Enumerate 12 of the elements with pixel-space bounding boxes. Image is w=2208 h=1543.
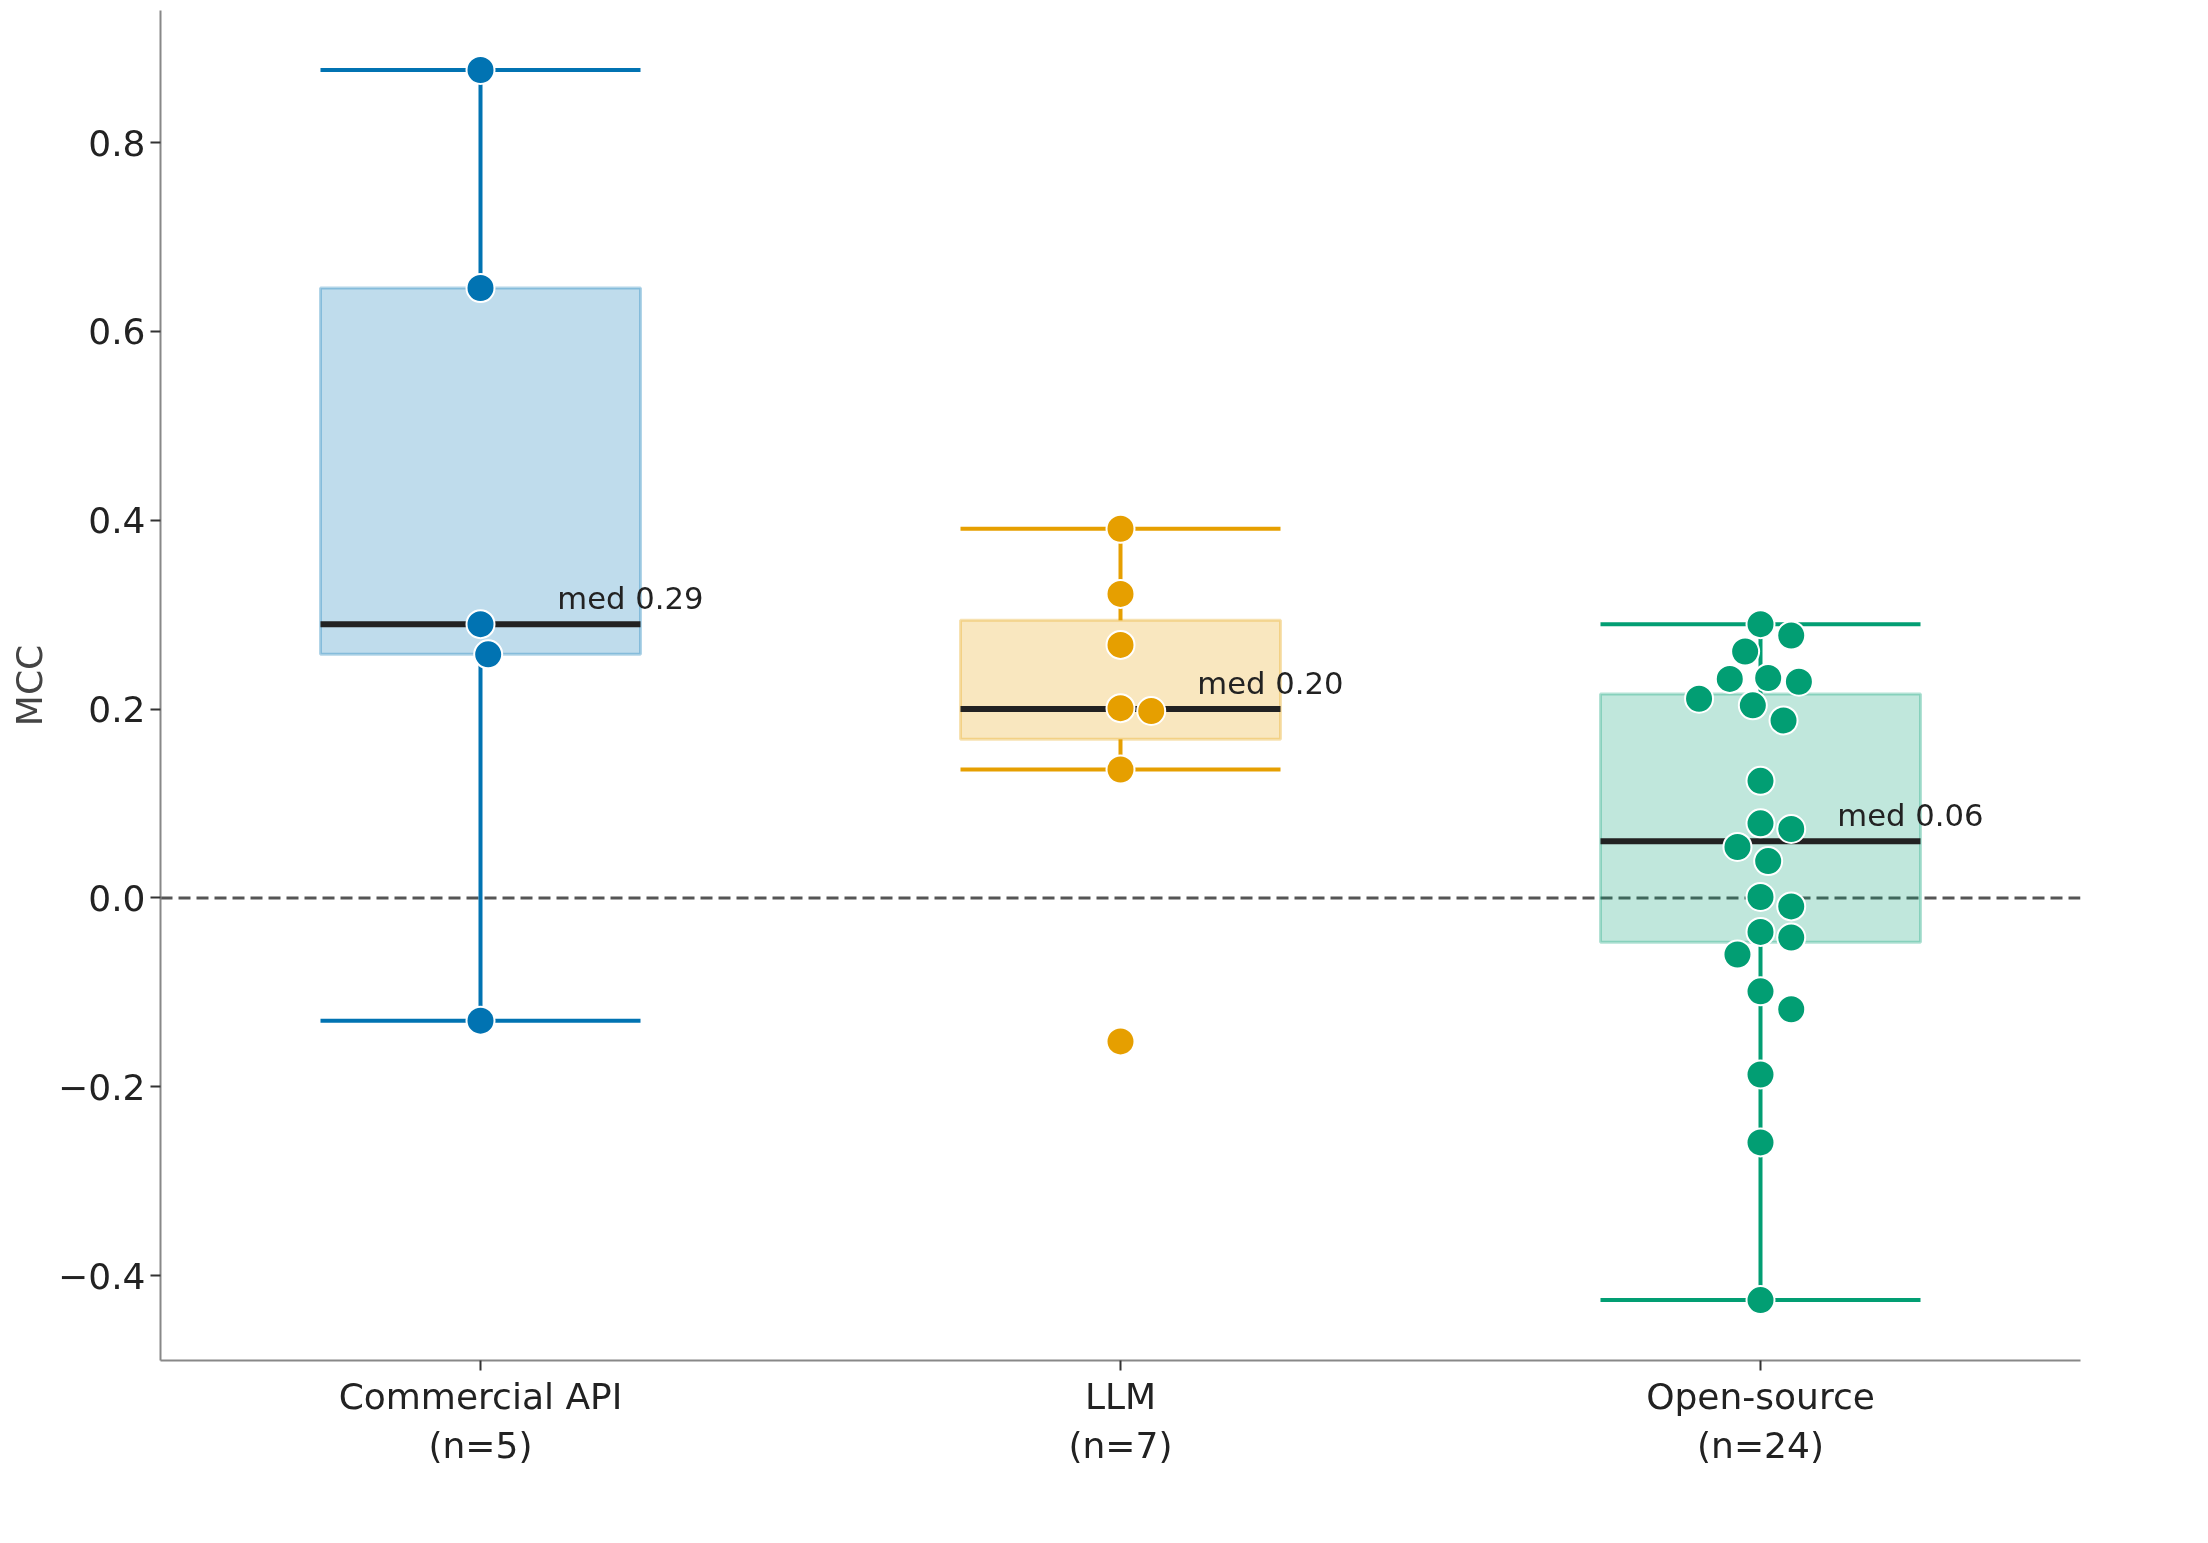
y-tick-label: 0.6 — [88, 311, 146, 353]
y-tick-label: 0.4 — [88, 500, 146, 542]
y-axis-title: MCC — [9, 644, 51, 727]
y-tick-label: −0.4 — [58, 1255, 146, 1297]
y-tick-label: 0.2 — [88, 689, 146, 731]
y-tick-label: 0.8 — [88, 122, 146, 164]
x-tick-label: Commercial API (n=5) — [338, 1375, 623, 1466]
x-tick-label: Open-source (n=24) — [1646, 1375, 1875, 1466]
annotation: med 0.06 — [1837, 798, 1984, 834]
y-tick-label: 0.0 — [88, 877, 146, 919]
y-tick-label: −0.2 — [58, 1066, 146, 1108]
x-tick-label: LLM (n=7) — [1068, 1375, 1173, 1466]
